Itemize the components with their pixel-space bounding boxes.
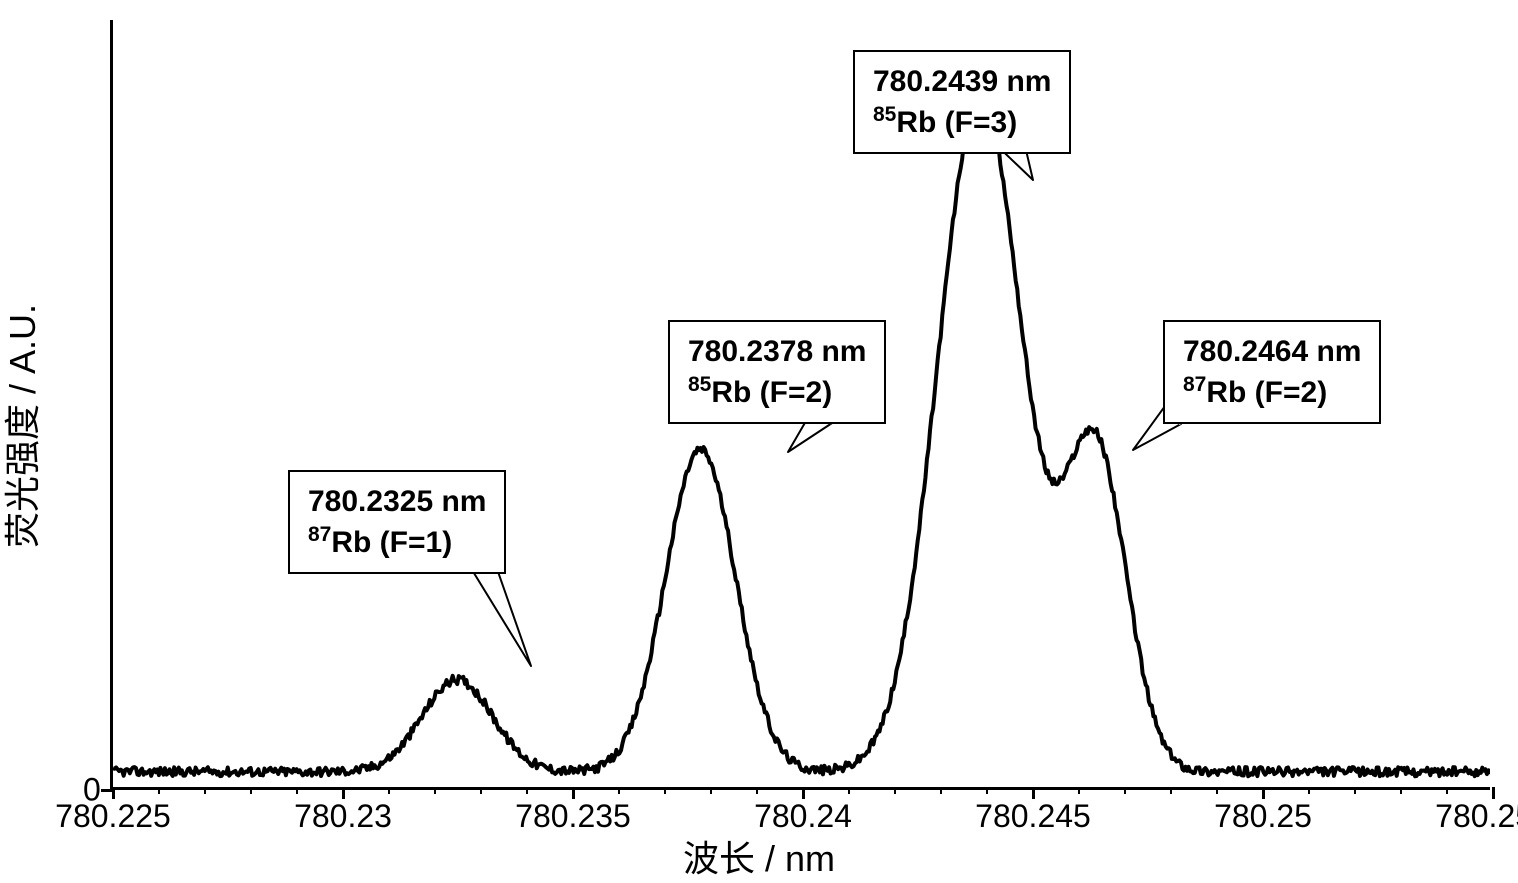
y-axis-label: 荧光强度 / A.U. — [0, 304, 46, 548]
x-tick-label: 780.25 — [1214, 798, 1312, 835]
x-tick-minor — [296, 787, 298, 794]
x-tick-minor — [756, 787, 758, 794]
x-tick-minor — [1400, 787, 1402, 794]
callout-wavelength: 780.2325 nm — [308, 485, 486, 518]
x-tick-minor — [664, 787, 666, 794]
x-tick-minor — [894, 787, 896, 794]
callout-wavelength: 780.2439 nm — [873, 65, 1051, 98]
x-tick-minor — [1308, 787, 1310, 794]
x-tick-minor — [1216, 787, 1218, 794]
x-tick-minor — [526, 787, 528, 794]
x-tick-label: 780.225 — [55, 798, 171, 835]
x-tick-minor — [1078, 787, 1080, 794]
x-tick-label: 780.235 — [515, 798, 631, 835]
x-tick-minor — [1354, 787, 1356, 794]
callout-isotope: 87Rb (F=2) — [1183, 376, 1327, 409]
x-tick-minor — [1170, 787, 1172, 794]
peak-callout: 780.2464 nm 87Rb (F=2) — [1163, 320, 1381, 424]
x-tick-minor — [204, 787, 206, 794]
x-tick-minor — [1446, 787, 1448, 794]
x-tick-minor — [480, 787, 482, 794]
x-tick-minor — [434, 787, 436, 794]
callout-isotope: 85Rb (F=3) — [873, 106, 1017, 139]
x-tick-minor — [986, 787, 988, 794]
plot-area: 0780.225780.23780.235780.24780.245780.25… — [110, 20, 1490, 790]
spectrum-chart: 0780.225780.23780.235780.24780.245780.25… — [110, 20, 1490, 790]
callout-wavelength: 780.2378 nm — [688, 335, 866, 368]
callout-wavelength: 780.2464 nm — [1183, 335, 1361, 368]
x-tick-minor — [1124, 787, 1126, 794]
x-tick-minor — [618, 787, 620, 794]
x-tick-minor — [388, 787, 390, 794]
x-tick-minor — [158, 787, 160, 794]
peak-callout: 780.2378 nm 85Rb (F=2) — [668, 320, 886, 424]
callout-isotope: 85Rb (F=2) — [688, 376, 832, 409]
x-tick-minor — [710, 787, 712, 794]
x-tick-label: 780.23 — [294, 798, 392, 835]
peak-callout: 780.2439 nm 85Rb (F=3) — [853, 50, 1071, 154]
x-axis-label: 波长 / nm — [683, 830, 835, 882]
x-tick-label: 780.245 — [975, 798, 1091, 835]
x-tick-minor — [940, 787, 942, 794]
peak-callout: 780.2325 nm 87Rb (F=1) — [288, 470, 506, 574]
x-tick-minor — [250, 787, 252, 794]
x-tick-label: 780.255 — [1435, 798, 1518, 835]
callout-isotope: 87Rb (F=1) — [308, 526, 452, 559]
x-tick-minor — [848, 787, 850, 794]
